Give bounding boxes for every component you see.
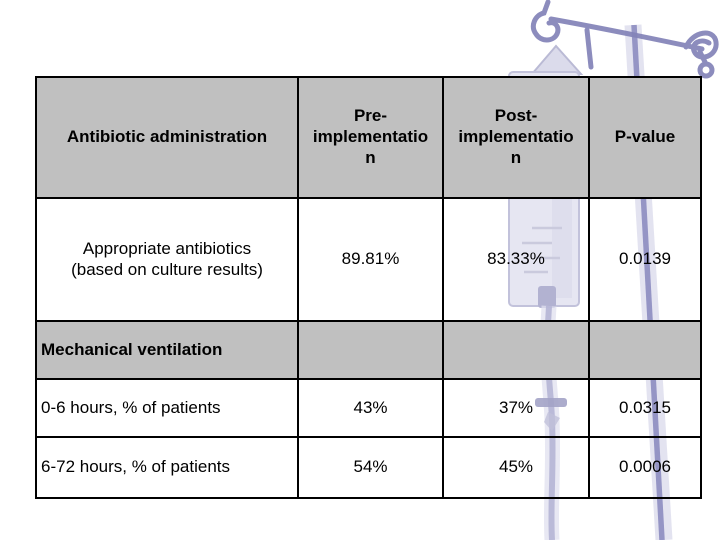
iv-hanger-arm xyxy=(530,0,719,79)
cell-6-72-hours-pre: 54% xyxy=(297,436,444,499)
cell-0-6-hours-post: 37% xyxy=(442,378,590,438)
iv-bag-top xyxy=(529,44,584,75)
cell-appropriate-antibiotics-p: 0.0139 xyxy=(588,197,702,322)
header-cell-p-value: P-value xyxy=(588,76,702,199)
hanger-bar xyxy=(548,16,705,52)
cell-mechanical-ventilation-label: Mechanical ventilation xyxy=(35,320,299,380)
table-row-6-72-hours: 6-72 hours, % of patients 54% 45% 0.0006 xyxy=(35,436,702,499)
cell-0-6-hours-label: 0-6 hours, % of patients xyxy=(35,378,299,438)
hanger-left-hook xyxy=(530,0,561,43)
cell-appropriate-antibiotics-pre: 89.81% xyxy=(297,197,444,322)
cell-appropriate-antibiotics-post: 83.33% xyxy=(442,197,590,322)
hanger-right-hook-loop xyxy=(697,61,715,79)
cell-6-72-hours-post: 45% xyxy=(442,436,590,499)
bag-hanger-stub xyxy=(584,27,594,70)
cell-0-6-hours-p: 0.0315 xyxy=(588,378,702,438)
hanger-right-hook-tail xyxy=(697,49,708,65)
table-row-appropriate-antibiotics: Appropriate antibiotics (based on cultur… xyxy=(35,197,702,322)
cell-0-6-hours-pre: 43% xyxy=(297,378,444,438)
header-cell-post-implementation: Post- implementatio n xyxy=(442,76,590,199)
table-header-row: Antibiotic administration Pre- implement… xyxy=(35,76,702,199)
header-cell-pre-implementation: Pre- implementatio n xyxy=(297,76,444,199)
cell-6-72-hours-p: 0.0006 xyxy=(588,436,702,499)
header-cell-antibiotic-administration: Antibiotic administration xyxy=(35,76,299,199)
cell-mechanical-ventilation-post xyxy=(442,320,590,380)
cell-mechanical-ventilation-pre xyxy=(297,320,444,380)
cell-mechanical-ventilation-p xyxy=(588,320,702,380)
table-row-0-6-hours: 0-6 hours, % of patients 43% 37% 0.0315 xyxy=(35,378,702,438)
table-row-mechanical-ventilation: Mechanical ventilation xyxy=(35,320,702,380)
results-table: Antibiotic administration Pre- implement… xyxy=(35,76,702,499)
cell-6-72-hours-label: 6-72 hours, % of patients xyxy=(35,436,299,499)
hanger-right-hook xyxy=(683,30,719,60)
cell-appropriate-antibiotics-label: Appropriate antibiotics (based on cultur… xyxy=(35,197,299,322)
